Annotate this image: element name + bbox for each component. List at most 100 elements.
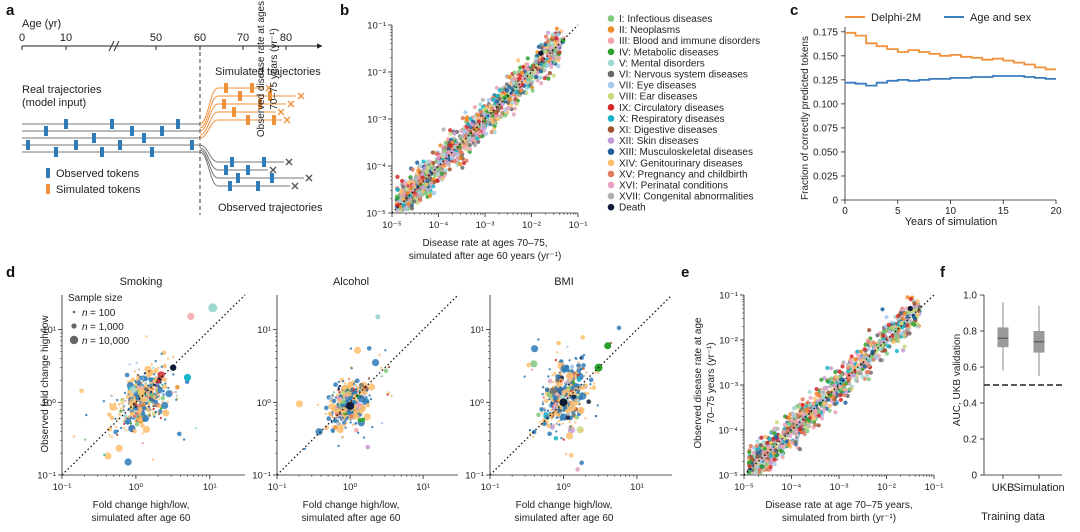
data-point (905, 295, 910, 300)
data-point (362, 436, 366, 439)
data-point (333, 382, 338, 387)
data-point (822, 387, 827, 392)
data-point (557, 393, 560, 397)
data-point (182, 438, 186, 441)
real-trajectories-label: Real trajectories (22, 84, 102, 96)
data-point (847, 381, 852, 386)
legend-label: VI: Nervous system diseases (619, 70, 748, 81)
data-point (172, 355, 175, 359)
data-point (507, 97, 512, 102)
data-point (413, 174, 418, 179)
data-point (546, 76, 551, 81)
data-point (367, 377, 371, 380)
data-point (423, 191, 428, 196)
data-point (533, 59, 538, 64)
legend-size-100: = 100 (90, 308, 116, 319)
data-point (847, 387, 852, 392)
data-point (759, 435, 764, 440)
data-point (568, 404, 577, 412)
data-point (837, 369, 842, 374)
data-point (538, 75, 543, 80)
data-point (400, 178, 405, 184)
data-point (507, 84, 512, 89)
data-point (326, 416, 332, 421)
y-tick-label: 10⁻³ (719, 381, 738, 392)
data-point (884, 315, 889, 320)
data-point (531, 429, 537, 435)
data-point (884, 351, 890, 356)
x-tick-label: 10 (945, 206, 957, 217)
data-point (356, 399, 359, 402)
data-point (115, 444, 123, 452)
data-point (880, 307, 885, 312)
data-point (145, 335, 148, 338)
data-point (790, 411, 796, 417)
data-point (543, 34, 549, 39)
d-title-smoking: Smoking (120, 276, 163, 288)
data-point (349, 413, 354, 419)
legend-swatch (607, 170, 615, 178)
data-point (162, 390, 165, 393)
data-point (158, 412, 161, 416)
data-point (551, 400, 555, 403)
data-point (493, 121, 498, 126)
data-point (894, 348, 900, 354)
data-point (124, 458, 132, 466)
data-point (187, 312, 195, 320)
data-point (172, 373, 175, 376)
data-point (846, 378, 851, 383)
axis-break (113, 40, 120, 52)
data-point (894, 333, 899, 339)
data-point (559, 407, 563, 410)
data-point (118, 412, 121, 415)
data-point (561, 379, 565, 382)
x-tick-label: 10⁻⁵ (382, 220, 402, 231)
data-point (904, 327, 910, 332)
data-point (807, 418, 812, 423)
data-point (109, 415, 115, 421)
data-point (862, 347, 867, 352)
data-point (765, 440, 770, 445)
data-point (799, 417, 804, 422)
data-point (346, 384, 352, 389)
data-point (555, 386, 564, 394)
data-point (822, 407, 827, 412)
legend-label: VII: Eye diseases (619, 81, 696, 92)
data-point (571, 394, 576, 399)
data-point (764, 462, 769, 467)
data-point (866, 340, 871, 345)
data-point (334, 396, 338, 399)
data-point (130, 398, 133, 401)
data-point (780, 452, 785, 457)
data-point (406, 201, 411, 206)
data-point (72, 435, 76, 438)
data-point (401, 203, 406, 208)
data-point (591, 385, 597, 390)
data-point (442, 148, 447, 153)
data-point (457, 162, 463, 167)
data-point (496, 105, 501, 110)
data-point (561, 422, 565, 425)
data-point (578, 402, 581, 406)
data-point (153, 399, 159, 405)
data-point (915, 299, 920, 304)
data-point (842, 393, 847, 398)
data-point (554, 358, 558, 362)
simulated-trajectories-label: Simulated trajectories (215, 66, 321, 78)
data-point (516, 58, 521, 63)
data-point (428, 181, 434, 186)
data-point (133, 396, 136, 399)
data-point (444, 160, 449, 165)
data-point (555, 351, 559, 354)
data-point (816, 423, 821, 428)
data-point (780, 444, 785, 449)
data-point (353, 395, 356, 398)
data-point (426, 172, 431, 177)
data-point (524, 86, 529, 91)
d-xlabel-1: Fold change high/low, (516, 500, 613, 511)
data-point (177, 431, 182, 437)
data-point (357, 417, 363, 423)
data-point (104, 452, 112, 460)
data-point (371, 425, 374, 429)
e-ylabel-1: Observed disease rate at age (693, 317, 704, 449)
